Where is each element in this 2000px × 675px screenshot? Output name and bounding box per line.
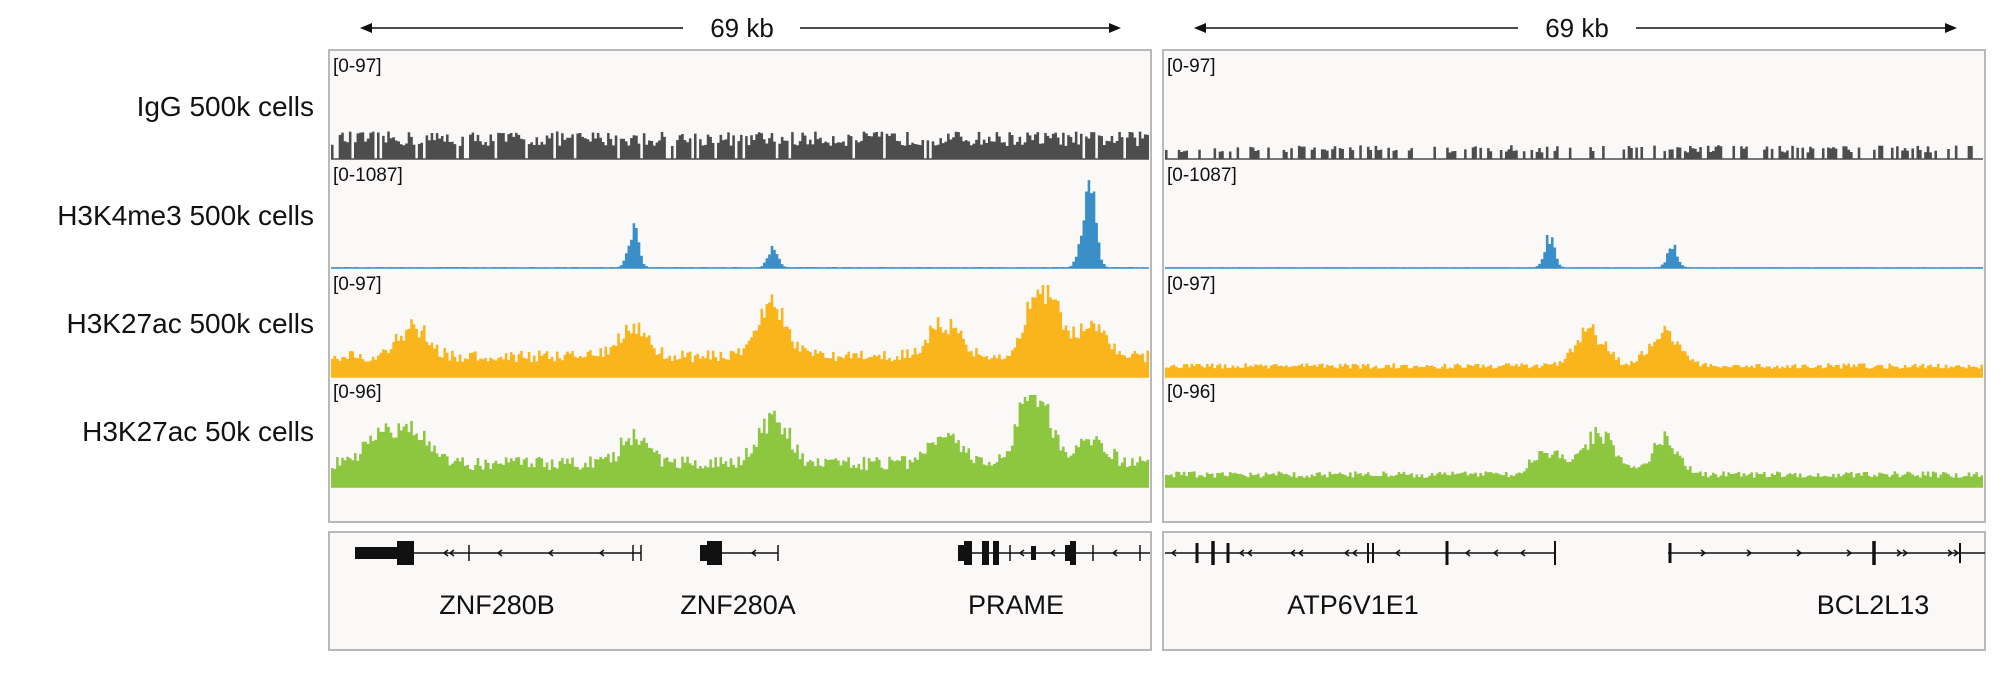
gene-model-znf280b-exon: [355, 547, 397, 559]
panel-2-track-3-range: [0-97]: [1167, 274, 1216, 295]
panel-2-tracks-frame: [1162, 49, 1986, 523]
gene-model-prame-exon: [1070, 541, 1076, 565]
gene-model-bcl2l13-strand: [1700, 549, 1960, 557]
gene-model-atp6v1e1-strand: [1170, 549, 1526, 557]
panel-1-h3k27ac-500k-signal: [331, 285, 1149, 378]
track-label-igg-500k: IgG 500k cells: [137, 91, 314, 122]
panel-1-h3k4me3-signal: [331, 180, 1149, 269]
panel-1-igg-signal: [331, 131, 1149, 160]
panel-2: 69 kb [0-97] [0-1087] [0-97] [0-96] ATP6…: [1162, 13, 1986, 651]
gene-model-znf280b-strand: [442, 549, 605, 557]
panel-2-span-label: 69 kb: [1545, 13, 1609, 43]
gene-model-prame-strand: [1018, 549, 1118, 557]
panel-2-track-1-range: [0-97]: [1167, 56, 1216, 77]
panel-1-track-4-range: [0-96]: [333, 382, 382, 403]
panel-1-h3k27ac-50k-signal: [331, 395, 1149, 488]
track-label-h3k27ac-500k: H3K27ac 500k cells: [67, 308, 314, 339]
panel-1-scale-arrow-left: [360, 23, 372, 33]
panel-1-span-label: 69 kb: [710, 13, 774, 43]
panel-1-track-3-range: [0-97]: [333, 274, 382, 295]
signal-area-track-4-panel-2: [1165, 426, 1983, 487]
panel-2-igg-signal: [1165, 145, 1983, 160]
panel-2-track-2-range: [0-1087]: [1167, 165, 1237, 186]
gene-model-prame-exon: [1031, 546, 1036, 560]
panel-2-h3k27ac-50k-signal: [1165, 426, 1983, 488]
panel-1-genes-frame: [328, 531, 1152, 651]
panel-2-scale-bar: 69 kb: [1194, 13, 1957, 43]
gene-model-prame-exon: [993, 541, 999, 565]
panel-2-track-4-range: [0-96]: [1167, 382, 1216, 403]
gene-label-bcl2l13: BCL2L13: [1817, 590, 1930, 620]
panel-1-gene-models: [355, 541, 1150, 565]
panel-1-track-1-range: [0-97]: [333, 56, 382, 77]
panel-2-gene-models: [1165, 541, 1985, 565]
gene-model-prame-exon: [958, 545, 964, 561]
panel-2-h3k27ac-500k-signal: [1165, 324, 1983, 378]
panel-2-scale-arrow-left: [1194, 23, 1206, 33]
gene-model-prame-exon: [964, 541, 972, 565]
gene-label-znf280a: ZNF280A: [680, 590, 796, 620]
panel-2-h3k4me3-signal: [1165, 235, 1983, 269]
gene-label-prame: PRAME: [968, 590, 1064, 620]
signal-area-track-1-panel-2: [1165, 145, 1983, 159]
gene-label-znf280b: ZNF280B: [439, 590, 555, 620]
panel-1-track-2-range: [0-1087]: [333, 165, 403, 186]
track-label-h3k27ac-50k: H3K27ac 50k cells: [82, 416, 314, 447]
gene-label-atp6v1e1: ATP6V1E1: [1287, 590, 1419, 620]
gene-model-prame-exon: [1065, 545, 1070, 561]
panel-1: 69 kb [0-97] [0-1087] [0-97] [0-96]: [328, 13, 1152, 651]
gene-model-znf280b-exon: [397, 541, 414, 565]
gene-model-znf280a-exon: [707, 541, 722, 565]
panel-2-scale-arrow-right: [1945, 23, 1957, 33]
panel-1-scale-bar: 69 kb: [360, 13, 1121, 43]
panel-1-scale-arrow-right: [1109, 23, 1121, 33]
signal-area-track-3-panel-2: [1165, 324, 1983, 377]
gene-model-znf280a-exon: [700, 545, 707, 561]
gene-model-znf280a-strand: [750, 549, 757, 557]
signal-area-track-1-panel-1: [331, 131, 1149, 159]
gene-model-prame-exon: [982, 541, 989, 565]
signal-area-track-3-panel-1: [331, 285, 1149, 377]
signal-area-track-4-panel-1: [331, 395, 1149, 487]
track-label-h3k4me3-500k: H3K4me3 500k cells: [57, 200, 314, 231]
